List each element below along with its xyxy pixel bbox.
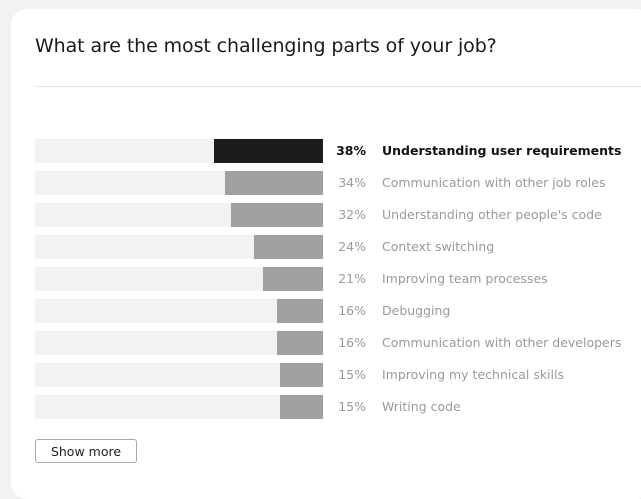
- bar-track: [35, 299, 323, 323]
- category-label: Improving my technical skills: [382, 367, 565, 382]
- bar-track: [35, 331, 323, 355]
- bar: [280, 363, 323, 387]
- category-label: Context switching: [382, 239, 495, 254]
- category-label: Understanding user requirements: [382, 143, 622, 158]
- bar: [225, 171, 323, 195]
- bar-track: [35, 203, 323, 227]
- bar-row: 21% Improving team processes: [0, 267, 641, 291]
- bar-row: 34% Communication with other job roles: [0, 171, 641, 195]
- category-label: Communication with other developers: [382, 335, 622, 350]
- bar-row: 24% Context switching: [0, 235, 641, 259]
- bar-track: [35, 363, 323, 387]
- bar: [280, 395, 323, 419]
- bar: [277, 331, 323, 355]
- bar-track: [35, 235, 323, 259]
- bar-chart: 38% Understanding user requirements 34% Com…: [0, 139, 641, 419]
- bar-track: [35, 171, 323, 195]
- value-label: 38%: [336, 143, 366, 158]
- value-label: 15%: [338, 367, 366, 382]
- value-label: 24%: [338, 239, 366, 254]
- show-more-button[interactable]: Show more: [35, 439, 137, 463]
- category-label: Understanding other people's code: [382, 207, 602, 222]
- value-label: 21%: [338, 271, 366, 286]
- bar: [263, 267, 323, 291]
- value-label: 16%: [338, 303, 366, 318]
- bar-row: 16% Communication with other developers: [0, 331, 641, 355]
- value-label: 32%: [338, 207, 366, 222]
- bar-row: 15% Improving my technical skills: [0, 363, 641, 387]
- bar-track: [35, 139, 323, 163]
- bar: [277, 299, 323, 323]
- bar: [254, 235, 323, 259]
- bar-row: 38% Understanding user requirements: [0, 139, 641, 163]
- category-label: Improving team processes: [382, 271, 548, 286]
- question-title: What are the most challenging parts of y…: [35, 35, 497, 57]
- value-label: 15%: [338, 399, 366, 414]
- bar: [214, 139, 323, 163]
- value-label: 34%: [338, 175, 366, 190]
- category-label: Debugging: [382, 303, 451, 318]
- bar: [231, 203, 323, 227]
- divider: [35, 86, 641, 87]
- bar-row: 32% Understanding other people's code: [0, 203, 641, 227]
- bar-track: [35, 267, 323, 291]
- bar-row: 15% Writing code: [0, 395, 641, 419]
- bar-row: 16% Debugging: [0, 299, 641, 323]
- category-label: Writing code: [382, 399, 461, 414]
- bar-track: [35, 395, 323, 419]
- category-label: Communication with other job roles: [382, 175, 606, 190]
- value-label: 16%: [338, 335, 366, 350]
